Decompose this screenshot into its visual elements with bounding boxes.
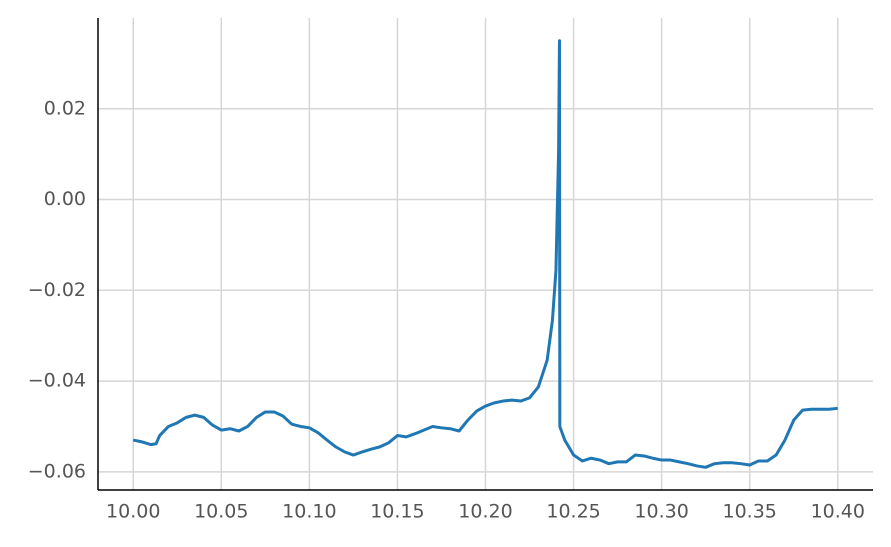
x-tick-label: 10.25 — [546, 501, 600, 523]
x-tick-label: 10.35 — [723, 501, 777, 523]
x-tick-label: 10.00 — [106, 501, 160, 523]
data-line — [132, 39, 838, 469]
x-tick-label: 10.30 — [634, 501, 688, 523]
x-tick-label: 10.05 — [194, 501, 248, 523]
x-tick-label: 10.40 — [811, 501, 865, 523]
x-tick-label: 10.15 — [370, 501, 424, 523]
x-tick-label: 10.20 — [458, 501, 512, 523]
y-tick-label: −0.04 — [28, 370, 86, 392]
y-tick-label: 0.00 — [44, 188, 86, 210]
y-tick-label: 0.02 — [44, 97, 86, 119]
y-tick-label: −0.06 — [28, 460, 86, 482]
y-tick-label: −0.02 — [28, 279, 86, 301]
x-tick-label: 10.10 — [282, 501, 336, 523]
